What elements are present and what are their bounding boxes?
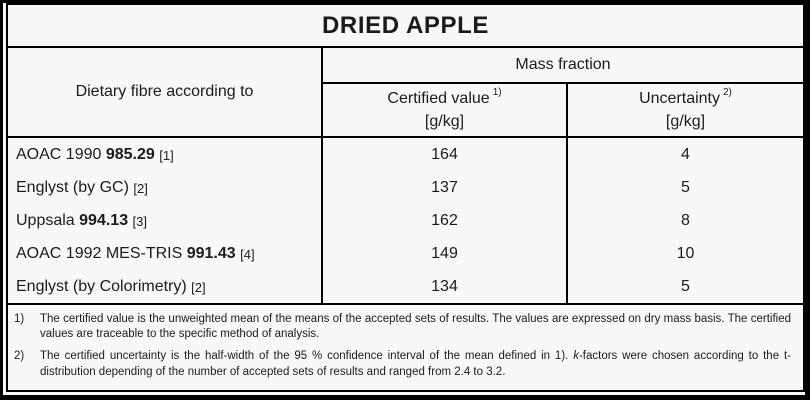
uncertainty-header: Uncertainty 2) [g/kg] bbox=[568, 84, 803, 136]
uncertainty-value: 4 bbox=[681, 145, 690, 163]
table-row: Englyst (by GC) [2] 137 5 bbox=[8, 171, 803, 204]
uncertainty-value: 5 bbox=[681, 178, 690, 196]
certified-value-header: Certified value 1) [g/kg] bbox=[323, 84, 568, 136]
method-ref: [1] bbox=[159, 148, 174, 163]
footnote-1-marker: 1) bbox=[14, 313, 25, 325]
table-body: AOAC 1990 985.29 [1] 164 4 Englyst (by G… bbox=[8, 138, 803, 303]
method-cell: Englyst (by GC) [2] bbox=[8, 171, 323, 204]
method-ref: [2] bbox=[133, 181, 148, 196]
method-ref: [2] bbox=[191, 280, 206, 295]
method-name: Englyst (by GC) bbox=[16, 178, 129, 196]
method-cell: AOAC 1990 985.29 [1] bbox=[8, 138, 323, 171]
footnote-ref-2: 2) bbox=[723, 87, 732, 99]
method-code: 985.29 bbox=[105, 145, 155, 163]
uncertainty-header-label: Uncertainty 2) bbox=[639, 87, 732, 107]
table-row: Uppsala 994.13 [3] 162 8 bbox=[8, 204, 803, 237]
method-cell: Uppsala 994.13 [3] bbox=[8, 204, 323, 237]
footnote-2-marker: 2) bbox=[14, 350, 25, 363]
uncertainty-value: 8 bbox=[681, 211, 690, 229]
method-name: AOAC 1992 MES-TRIS bbox=[16, 244, 183, 262]
footnote-1: 1) The certified value is the unweighted… bbox=[14, 312, 791, 342]
method-ref: [4] bbox=[240, 247, 255, 262]
uncertainty-value: 10 bbox=[676, 244, 695, 262]
method-cell: AOAC 1992 MES-TRIS 991.43 [4] bbox=[8, 237, 323, 270]
group-header-cell: Mass fraction bbox=[323, 48, 803, 84]
method-name: Englyst (by Colorimetry) bbox=[16, 277, 187, 295]
certified-value: 162 bbox=[323, 204, 568, 237]
footnote-2: 2) The certified uncertainty is the half… bbox=[14, 349, 791, 379]
method-name: AOAC 1990 bbox=[16, 145, 102, 163]
method-ref: [3] bbox=[132, 214, 148, 229]
method-code: 991.43 bbox=[186, 244, 236, 262]
certified-value: 149 bbox=[323, 237, 568, 270]
table-row: Englyst (by Colorimetry) [2] 134 5 bbox=[8, 270, 803, 303]
certificate-table: DRIED APPLE Dietary fibre according to M… bbox=[6, 3, 805, 392]
uncertainty-unit: [g/kg] bbox=[665, 113, 706, 130]
certified-value: 134 bbox=[323, 270, 568, 303]
table-row: AOAC 1990 985.29 [1] 164 4 bbox=[8, 138, 803, 171]
certified-value-header-label: Certified value 1) bbox=[387, 87, 502, 107]
method-name: Uppsala bbox=[16, 211, 75, 229]
uncertainty-value: 5 bbox=[681, 277, 690, 295]
certified-value: 164 bbox=[323, 138, 568, 171]
footnote-2-text: The certified uncertainty is the half-wi… bbox=[40, 350, 791, 378]
method-code: 994.13 bbox=[79, 211, 129, 229]
table-header: Dietary fibre according to Mass fraction… bbox=[8, 48, 803, 138]
footnotes-section: 1) The certified value is the unweighted… bbox=[8, 303, 803, 390]
footnote-1-text: The certified value is the unweighted me… bbox=[40, 313, 791, 341]
certified-value-unit: [g/kg] bbox=[424, 113, 465, 130]
title-row: DRIED APPLE bbox=[8, 5, 803, 48]
footnote-ref-1: 1) bbox=[492, 87, 502, 99]
row-header-cell: Dietary fibre according to bbox=[8, 48, 323, 136]
method-cell: Englyst (by Colorimetry) [2] bbox=[8, 270, 323, 303]
page-title: DRIED APPLE bbox=[321, 11, 490, 39]
certified-value: 137 bbox=[323, 171, 568, 204]
table-row: AOAC 1992 MES-TRIS 991.43 [4] 149 10 bbox=[8, 237, 803, 270]
